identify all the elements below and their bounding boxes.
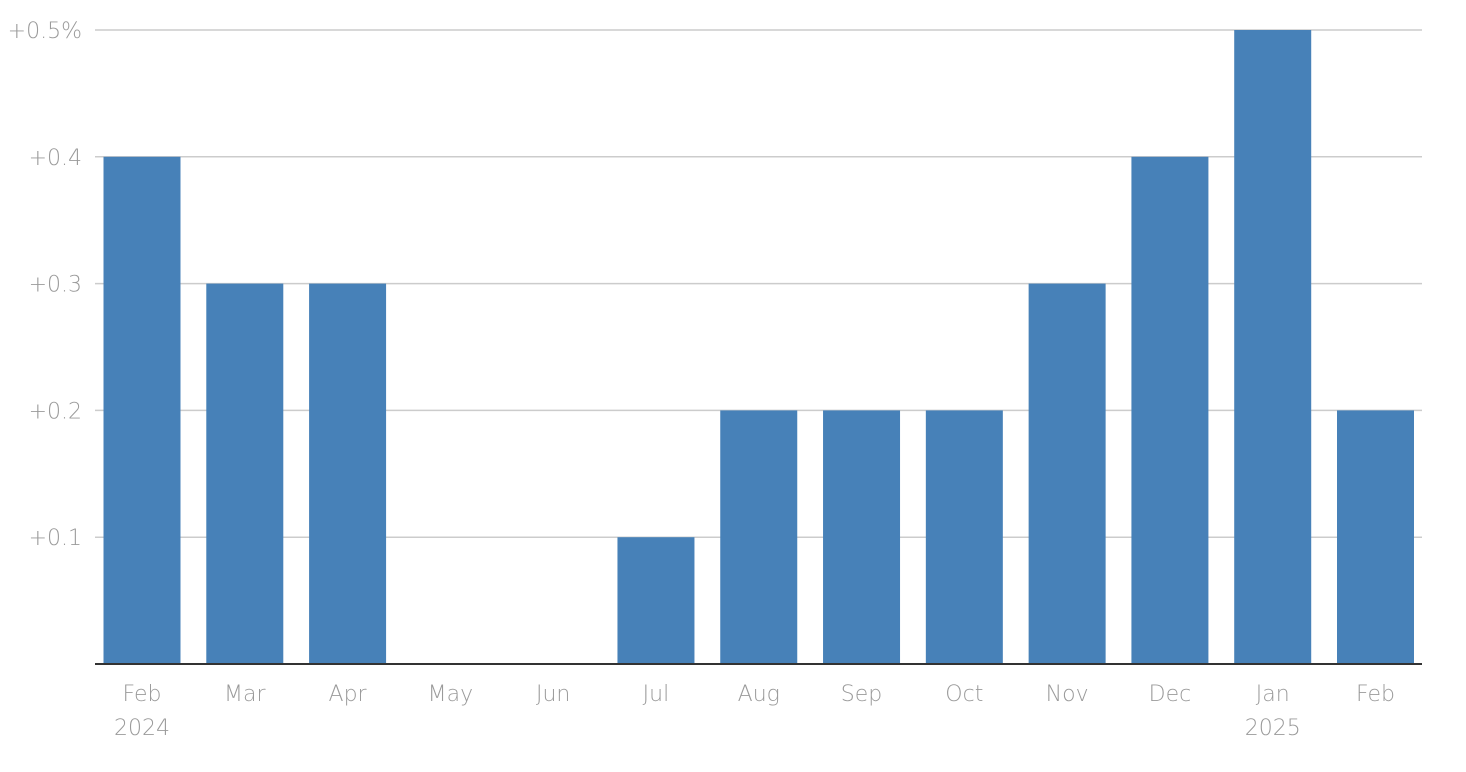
- x-tick-label: Jul: [643, 682, 670, 707]
- bar: [1028, 283, 1106, 664]
- bar: [823, 410, 901, 664]
- x-tick-label: Feb: [123, 682, 162, 707]
- x-tick-label: Jan: [1256, 682, 1290, 707]
- y-tick-label: +0.5%: [8, 19, 82, 44]
- x-tick-label: Oct: [945, 682, 983, 707]
- x-tick-label: Jun: [536, 682, 570, 707]
- x-tick-label: Apr: [329, 682, 368, 707]
- bar: [103, 156, 181, 665]
- y-tick-label: +0.2: [29, 399, 82, 424]
- x-tick-label: Mar: [224, 682, 266, 707]
- x-tick-label: Feb: [1356, 682, 1395, 707]
- x-tick-label: Nov: [1046, 682, 1089, 707]
- y-tick-label: +0.3: [29, 273, 82, 298]
- bar: [206, 283, 284, 664]
- x-tick-label: Dec: [1149, 682, 1192, 707]
- bar: [309, 283, 387, 664]
- x-tick-label: Aug: [738, 682, 780, 707]
- bar: [617, 537, 695, 664]
- x-tick-label: Sep: [841, 682, 882, 707]
- bar: [1234, 30, 1312, 664]
- x-tick-year-label: 2024: [114, 716, 170, 741]
- y-tick-label: +0.4: [29, 146, 82, 171]
- bar: [925, 410, 1003, 664]
- bar: [1337, 410, 1414, 664]
- y-tick-label: +0.1: [29, 526, 82, 551]
- bar: [1131, 156, 1209, 665]
- bar: [720, 410, 798, 664]
- x-tick-year-label: 2025: [1245, 716, 1301, 741]
- x-tick-label: May: [428, 682, 473, 707]
